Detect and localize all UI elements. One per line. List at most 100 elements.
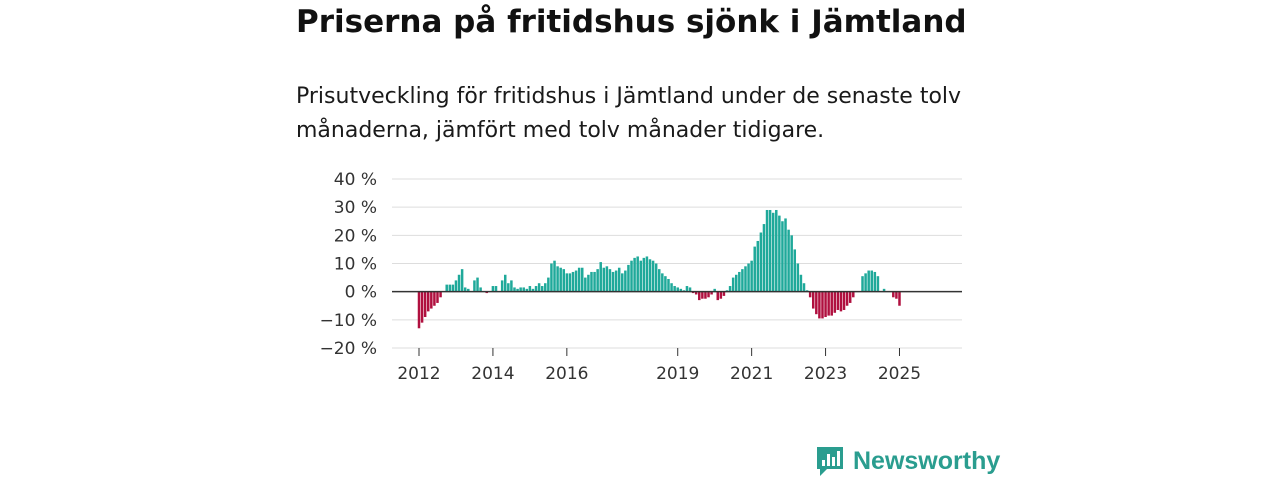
- bar: [590, 271, 593, 292]
- bar: [815, 291, 818, 315]
- y-tick-label: 0 %: [345, 283, 377, 303]
- bar: [759, 232, 763, 292]
- y-tick-label: 20 %: [334, 226, 377, 246]
- bar: [694, 291, 698, 295]
- bar: [596, 269, 599, 292]
- bar: [617, 267, 621, 292]
- bar: [608, 269, 612, 292]
- bar: [624, 270, 627, 292]
- bar: [833, 291, 837, 313]
- brand-name: Newsworthy: [853, 446, 1001, 475]
- bar: [534, 286, 538, 292]
- bars-group: [417, 209, 901, 329]
- y-tick-label: 10 %: [334, 255, 377, 275]
- bar: [713, 288, 716, 292]
- bar: [848, 291, 852, 303]
- y-tick-label: 30 %: [334, 198, 377, 218]
- bar: [627, 264, 630, 292]
- y-tick-label: −10 %: [320, 311, 377, 331]
- y-tick-label: 40 %: [334, 170, 377, 190]
- bar: [565, 273, 569, 292]
- bar: [787, 229, 790, 292]
- bar: [559, 267, 562, 292]
- bar: [423, 291, 427, 318]
- bar: [845, 291, 849, 306]
- bar: [673, 286, 676, 292]
- bar: [799, 274, 803, 292]
- bar: [688, 287, 692, 292]
- bar: [839, 291, 843, 312]
- x-tick-label: 2012: [397, 364, 440, 384]
- bar: [457, 274, 461, 292]
- bar: [882, 288, 886, 292]
- bar: [670, 283, 673, 292]
- bar: [722, 291, 726, 296]
- bar: [698, 291, 701, 301]
- bar: [599, 262, 602, 292]
- bar: [765, 209, 769, 292]
- bar: [830, 291, 833, 316]
- bar: [430, 291, 433, 309]
- bar: [636, 256, 639, 292]
- bar: [731, 277, 735, 292]
- bar: [827, 291, 830, 316]
- bar: [513, 287, 516, 292]
- bar: [525, 288, 529, 292]
- bar: [852, 291, 855, 298]
- bar: [704, 291, 707, 299]
- bar: [667, 278, 670, 292]
- bar: [651, 260, 655, 292]
- bar: [562, 269, 566, 292]
- bar: [574, 270, 578, 292]
- bar: [491, 286, 495, 292]
- x-tick-label: 2025: [878, 364, 921, 384]
- bar: [716, 291, 720, 301]
- bar: [796, 263, 800, 292]
- bar: [621, 273, 624, 292]
- bar: [587, 274, 590, 292]
- bar: [417, 291, 421, 329]
- bar: [544, 283, 547, 292]
- bar: [701, 291, 704, 299]
- bar: [531, 288, 535, 292]
- x-tick-label: 2016: [545, 364, 588, 384]
- bar: [654, 263, 658, 292]
- chart-subtitle: Prisutveckling för fritidshus i Jämtland…: [296, 84, 962, 143]
- bar: [842, 291, 846, 310]
- bar: [553, 260, 556, 292]
- chart-title: Priserna på fritidshus sjönk i Jämtland: [296, 4, 967, 40]
- bar: [448, 284, 452, 292]
- bar: [479, 287, 482, 292]
- bar: [645, 256, 649, 292]
- bar: [679, 288, 683, 292]
- bar: [762, 224, 766, 292]
- bar: [611, 271, 615, 292]
- grid-lines: [392, 178, 962, 349]
- x-tick-label: 2014: [471, 364, 514, 384]
- bar: [756, 240, 760, 292]
- bar: [771, 212, 775, 292]
- bar: [433, 291, 436, 306]
- bar: [802, 283, 806, 292]
- y-axis: 40 % 30 % 20 % 10 % 0 % −10 % −20 %: [320, 170, 377, 359]
- bar: [522, 287, 525, 292]
- bar: [503, 274, 507, 292]
- bar: [528, 286, 532, 292]
- bar: [824, 291, 827, 318]
- bar: [550, 263, 553, 292]
- bar: [793, 249, 797, 292]
- bar: [898, 291, 901, 306]
- bar: [473, 280, 476, 292]
- bar: [580, 267, 584, 292]
- bar: [519, 287, 522, 292]
- bar: [728, 286, 732, 292]
- bar: [577, 267, 581, 292]
- bar: [811, 291, 815, 309]
- y-tick-label: −20 %: [320, 339, 377, 359]
- bar: [734, 274, 738, 292]
- price-change-bar-chart: 40 % 30 % 20 % 10 % 0 % −10 % −20 % 2012 2014 20…: [320, 0, 962, 384]
- bar: [500, 280, 504, 292]
- bar: [821, 291, 824, 319]
- bar: [494, 286, 498, 292]
- bar: [571, 271, 575, 292]
